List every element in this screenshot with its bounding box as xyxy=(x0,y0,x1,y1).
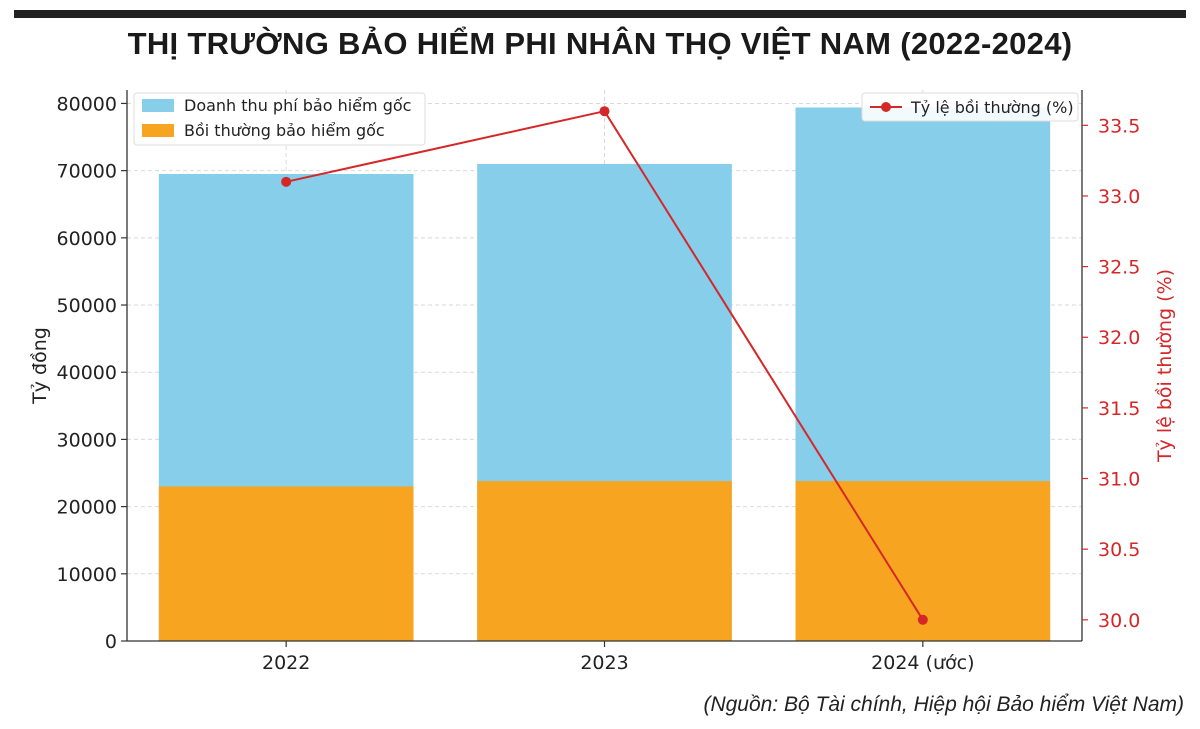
y2-tick-label: 32.0 xyxy=(1098,327,1140,349)
x-tick-label: 2023 xyxy=(580,652,628,674)
y2-tick-label: 33.0 xyxy=(1098,186,1140,208)
y2-tick-label: 30.0 xyxy=(1098,610,1140,632)
y-axis-title: Tỷ đồng xyxy=(29,327,51,405)
y-tick-label: 40000 xyxy=(57,362,117,384)
y-tick-label: 10000 xyxy=(57,564,117,586)
y-tick-label: 70000 xyxy=(57,161,117,183)
y2-tick-label: 31.0 xyxy=(1098,469,1140,491)
y-tick-label: 20000 xyxy=(57,497,117,519)
y-tick-label: 60000 xyxy=(57,228,117,250)
x-tick-label: 2022 xyxy=(262,652,310,674)
bar-claims xyxy=(158,486,414,641)
legend-label-ratio: Tỷ lệ bồi thường (%) xyxy=(910,98,1074,117)
legend-swatch-claims xyxy=(142,124,174,137)
legend-swatch-revenue xyxy=(142,99,174,112)
point-ratio xyxy=(281,176,292,187)
y-tick-label: 80000 xyxy=(57,93,117,115)
point-ratio xyxy=(599,106,610,117)
legend-swatch-ratio-marker xyxy=(881,102,891,112)
y-tick-label: 50000 xyxy=(57,295,117,317)
y-tick-label: 0 xyxy=(105,631,117,653)
legend-right-box xyxy=(861,92,1079,122)
legend-left-box xyxy=(133,92,426,146)
y-tick-label: 30000 xyxy=(57,429,117,451)
x-tick-label: 2024 (ước) xyxy=(871,652,974,674)
bar-claims xyxy=(795,481,1051,641)
y2-tick-label: 32.5 xyxy=(1098,257,1140,279)
top-rule xyxy=(14,10,1186,18)
y2-axis-title: Tỷ lệ bồi thường (%) xyxy=(1154,269,1176,463)
y2-tick-label: 33.5 xyxy=(1098,115,1140,137)
source-note: (Nguồn: Bộ Tài chính, Hiệp hội Bảo hiểm … xyxy=(703,693,1184,716)
legend-label-claims: Bồi thường bảo hiểm gốc xyxy=(184,121,385,140)
point-ratio xyxy=(917,614,928,625)
chart-title: THỊ TRƯỜNG BẢO HIỂM PHI NHÂN THỌ VIỆT NA… xyxy=(127,26,1073,61)
y2-tick-label: 30.5 xyxy=(1098,539,1140,561)
legend-label-revenue: Doanh thu phí bảo hiểm gốc xyxy=(184,96,411,115)
bar-claims xyxy=(477,481,732,641)
y2-tick-label: 31.5 xyxy=(1098,398,1140,420)
